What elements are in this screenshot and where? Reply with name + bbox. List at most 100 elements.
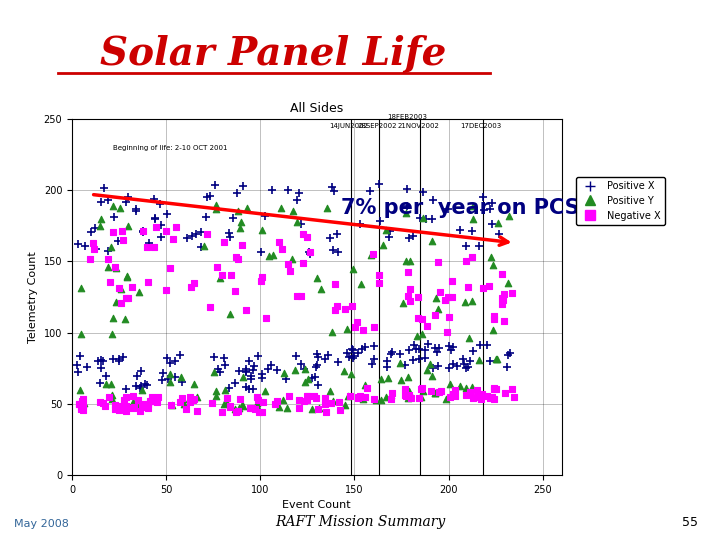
Point xyxy=(305,248,316,256)
Point xyxy=(474,341,485,350)
Point xyxy=(460,363,472,372)
Point xyxy=(416,329,428,338)
Point xyxy=(122,294,134,302)
Point xyxy=(113,284,125,292)
Point xyxy=(473,241,485,250)
Point xyxy=(411,332,423,341)
Point xyxy=(303,247,315,256)
Point xyxy=(122,192,134,201)
Point xyxy=(473,355,485,364)
Point xyxy=(127,398,139,407)
Point xyxy=(71,360,83,369)
Point xyxy=(503,212,514,221)
Point xyxy=(414,355,426,363)
Title: All Sides: All Sides xyxy=(290,102,343,115)
Point xyxy=(331,302,343,310)
Point xyxy=(344,392,356,401)
Point xyxy=(192,407,203,415)
Point xyxy=(462,362,474,371)
Point xyxy=(407,356,418,364)
Point xyxy=(174,398,186,407)
Point xyxy=(413,345,424,354)
Point xyxy=(128,402,140,411)
Point xyxy=(464,388,476,396)
Point xyxy=(208,367,220,376)
Point xyxy=(347,354,359,362)
Point xyxy=(417,314,428,323)
Point xyxy=(319,393,330,402)
Point xyxy=(298,230,310,238)
Point xyxy=(433,361,444,370)
Point xyxy=(274,238,285,246)
Point xyxy=(143,239,155,247)
Point xyxy=(497,296,508,305)
Point xyxy=(439,295,451,304)
Point xyxy=(148,195,160,204)
Point xyxy=(408,341,420,349)
Point xyxy=(109,263,120,272)
Point xyxy=(166,401,177,409)
Point xyxy=(306,374,318,383)
Point xyxy=(369,323,380,332)
Point xyxy=(210,201,222,210)
Point xyxy=(166,401,178,409)
Point xyxy=(380,392,392,401)
Point xyxy=(229,379,240,388)
Point xyxy=(195,242,207,251)
Point xyxy=(312,353,323,361)
Point xyxy=(299,364,310,373)
Point xyxy=(237,402,248,410)
Text: 21NOV2002: 21NOV2002 xyxy=(397,123,439,129)
Point xyxy=(266,361,277,369)
Point xyxy=(467,215,479,224)
Point xyxy=(311,274,323,282)
Point xyxy=(449,386,460,394)
Point xyxy=(405,393,416,402)
Point xyxy=(253,407,265,416)
Point xyxy=(217,408,228,416)
Point xyxy=(230,253,242,261)
Point xyxy=(325,399,336,407)
Point xyxy=(312,350,323,359)
Point xyxy=(430,310,441,319)
Point xyxy=(302,232,313,241)
Point xyxy=(472,393,483,401)
Point xyxy=(466,227,477,235)
Point xyxy=(290,352,302,361)
Point xyxy=(444,312,455,321)
Point xyxy=(122,272,133,281)
Point xyxy=(233,207,244,215)
Point xyxy=(189,394,200,403)
Point xyxy=(402,373,413,381)
Point xyxy=(229,287,240,295)
Point xyxy=(114,402,125,410)
Point xyxy=(218,238,230,246)
Point xyxy=(468,202,480,211)
Point xyxy=(136,403,148,411)
Point xyxy=(138,400,149,409)
Point xyxy=(163,369,175,378)
Point xyxy=(176,394,187,403)
Point xyxy=(301,392,312,400)
Point xyxy=(107,391,118,400)
Point xyxy=(271,397,283,406)
Point xyxy=(501,362,513,371)
Point xyxy=(486,220,498,229)
Point xyxy=(503,279,514,287)
Point xyxy=(332,358,343,367)
Point xyxy=(164,264,176,272)
Point xyxy=(103,393,114,401)
Point xyxy=(85,227,96,236)
Text: 28SEP2002: 28SEP2002 xyxy=(357,123,397,129)
Point xyxy=(460,256,472,265)
Point xyxy=(315,285,327,293)
Point xyxy=(429,389,441,397)
Point xyxy=(413,293,424,301)
Point xyxy=(491,355,503,363)
Point xyxy=(145,397,157,406)
Point xyxy=(302,392,314,400)
Point xyxy=(420,354,431,362)
Point xyxy=(477,389,488,398)
Point xyxy=(223,228,235,237)
Point xyxy=(404,297,415,306)
